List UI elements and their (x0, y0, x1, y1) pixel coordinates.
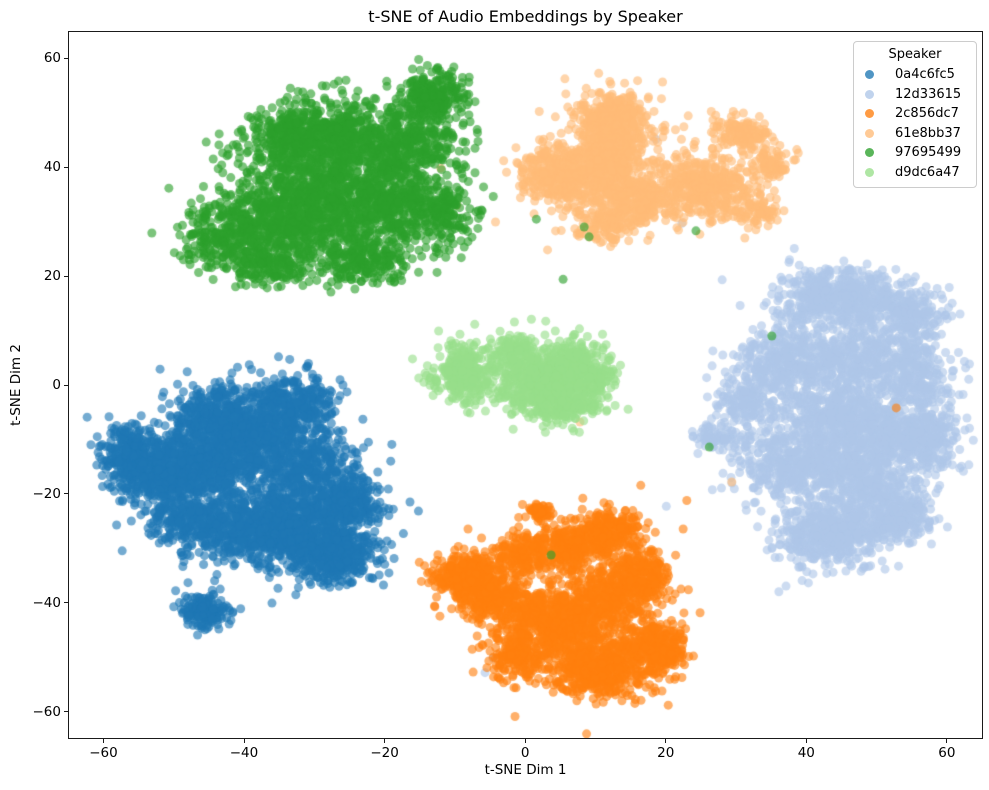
x-tick-mark (946, 739, 948, 743)
legend-title: Speaker (888, 47, 942, 62)
x-tick-label: 60 (938, 745, 956, 761)
legend-marker-icon (865, 148, 874, 158)
legend-entry-label: 12d33615 (895, 86, 962, 102)
y-tick-label: 40 (43, 159, 61, 176)
y-tick-label: 20 (43, 268, 61, 285)
y-tick-mark (64, 711, 68, 713)
legend-marker-icon (865, 70, 874, 80)
y-tick-mark (64, 57, 68, 59)
x-tick-mark (384, 739, 386, 743)
legend-entries: 0a4c6fc5 12d33615 2c856dc7 61e8bb37 97695499… (854, 65, 976, 182)
legend-entry-label: 2c856dc7 (895, 106, 959, 122)
x-tick-mark (524, 739, 526, 743)
x-tick-label: 20 (657, 745, 675, 761)
y-tick-label: 0 (52, 377, 61, 393)
x-tick-label: 0 (520, 745, 530, 761)
legend-entry: d9dc6a47 (854, 163, 976, 183)
legend-entry: 12d33615 (854, 85, 976, 105)
x-tick-label: −40 (229, 745, 259, 761)
chart-title: t-SNE of Audio Embeddings by Speaker (368, 7, 683, 26)
legend-entry-label: 97695499 (895, 145, 962, 161)
legend-entry-label: 61e8bb37 (895, 125, 961, 141)
x-tick-label: −20 (370, 745, 399, 761)
scatter-canvas (69, 32, 982, 738)
plot-area (68, 31, 983, 739)
legend-entry-label: d9dc6a47 (895, 164, 960, 180)
y-tick-mark (64, 166, 68, 168)
x-tick-label: 40 (797, 745, 815, 761)
y-tick-label: −40 (32, 594, 62, 611)
legend-entry: 2c856dc7 (854, 104, 976, 124)
x-tick-mark (805, 739, 807, 743)
x-tick-mark (243, 739, 245, 743)
legend-marker-icon (865, 89, 874, 99)
legend-entry: 0a4c6fc5 (854, 65, 976, 85)
y-tick-mark (64, 493, 68, 495)
legend-entry: 61e8bb37 (854, 124, 976, 144)
legend-marker-icon (865, 167, 874, 177)
y-tick-mark (64, 384, 68, 386)
x-tick-mark (665, 739, 667, 743)
x-tick-mark (102, 739, 104, 743)
y-tick-label: 60 (43, 50, 61, 67)
legend-marker-icon (865, 109, 874, 119)
y-tick-mark (64, 275, 68, 277)
y-tick-label: −20 (32, 485, 62, 502)
legend-marker-icon (865, 128, 874, 138)
y-tick-label: −60 (32, 703, 62, 720)
y-tick-mark (64, 602, 68, 604)
legend-entry-label: 0a4c6fc5 (895, 67, 955, 83)
x-axis-label: t-SNE Dim 1 (484, 762, 567, 778)
x-tick-label: −60 (89, 745, 118, 761)
legend: Speaker 0a4c6fc5 12d33615 2c856dc7 61e8bb37… (853, 41, 977, 188)
legend-entry: 97695499 (854, 143, 976, 163)
